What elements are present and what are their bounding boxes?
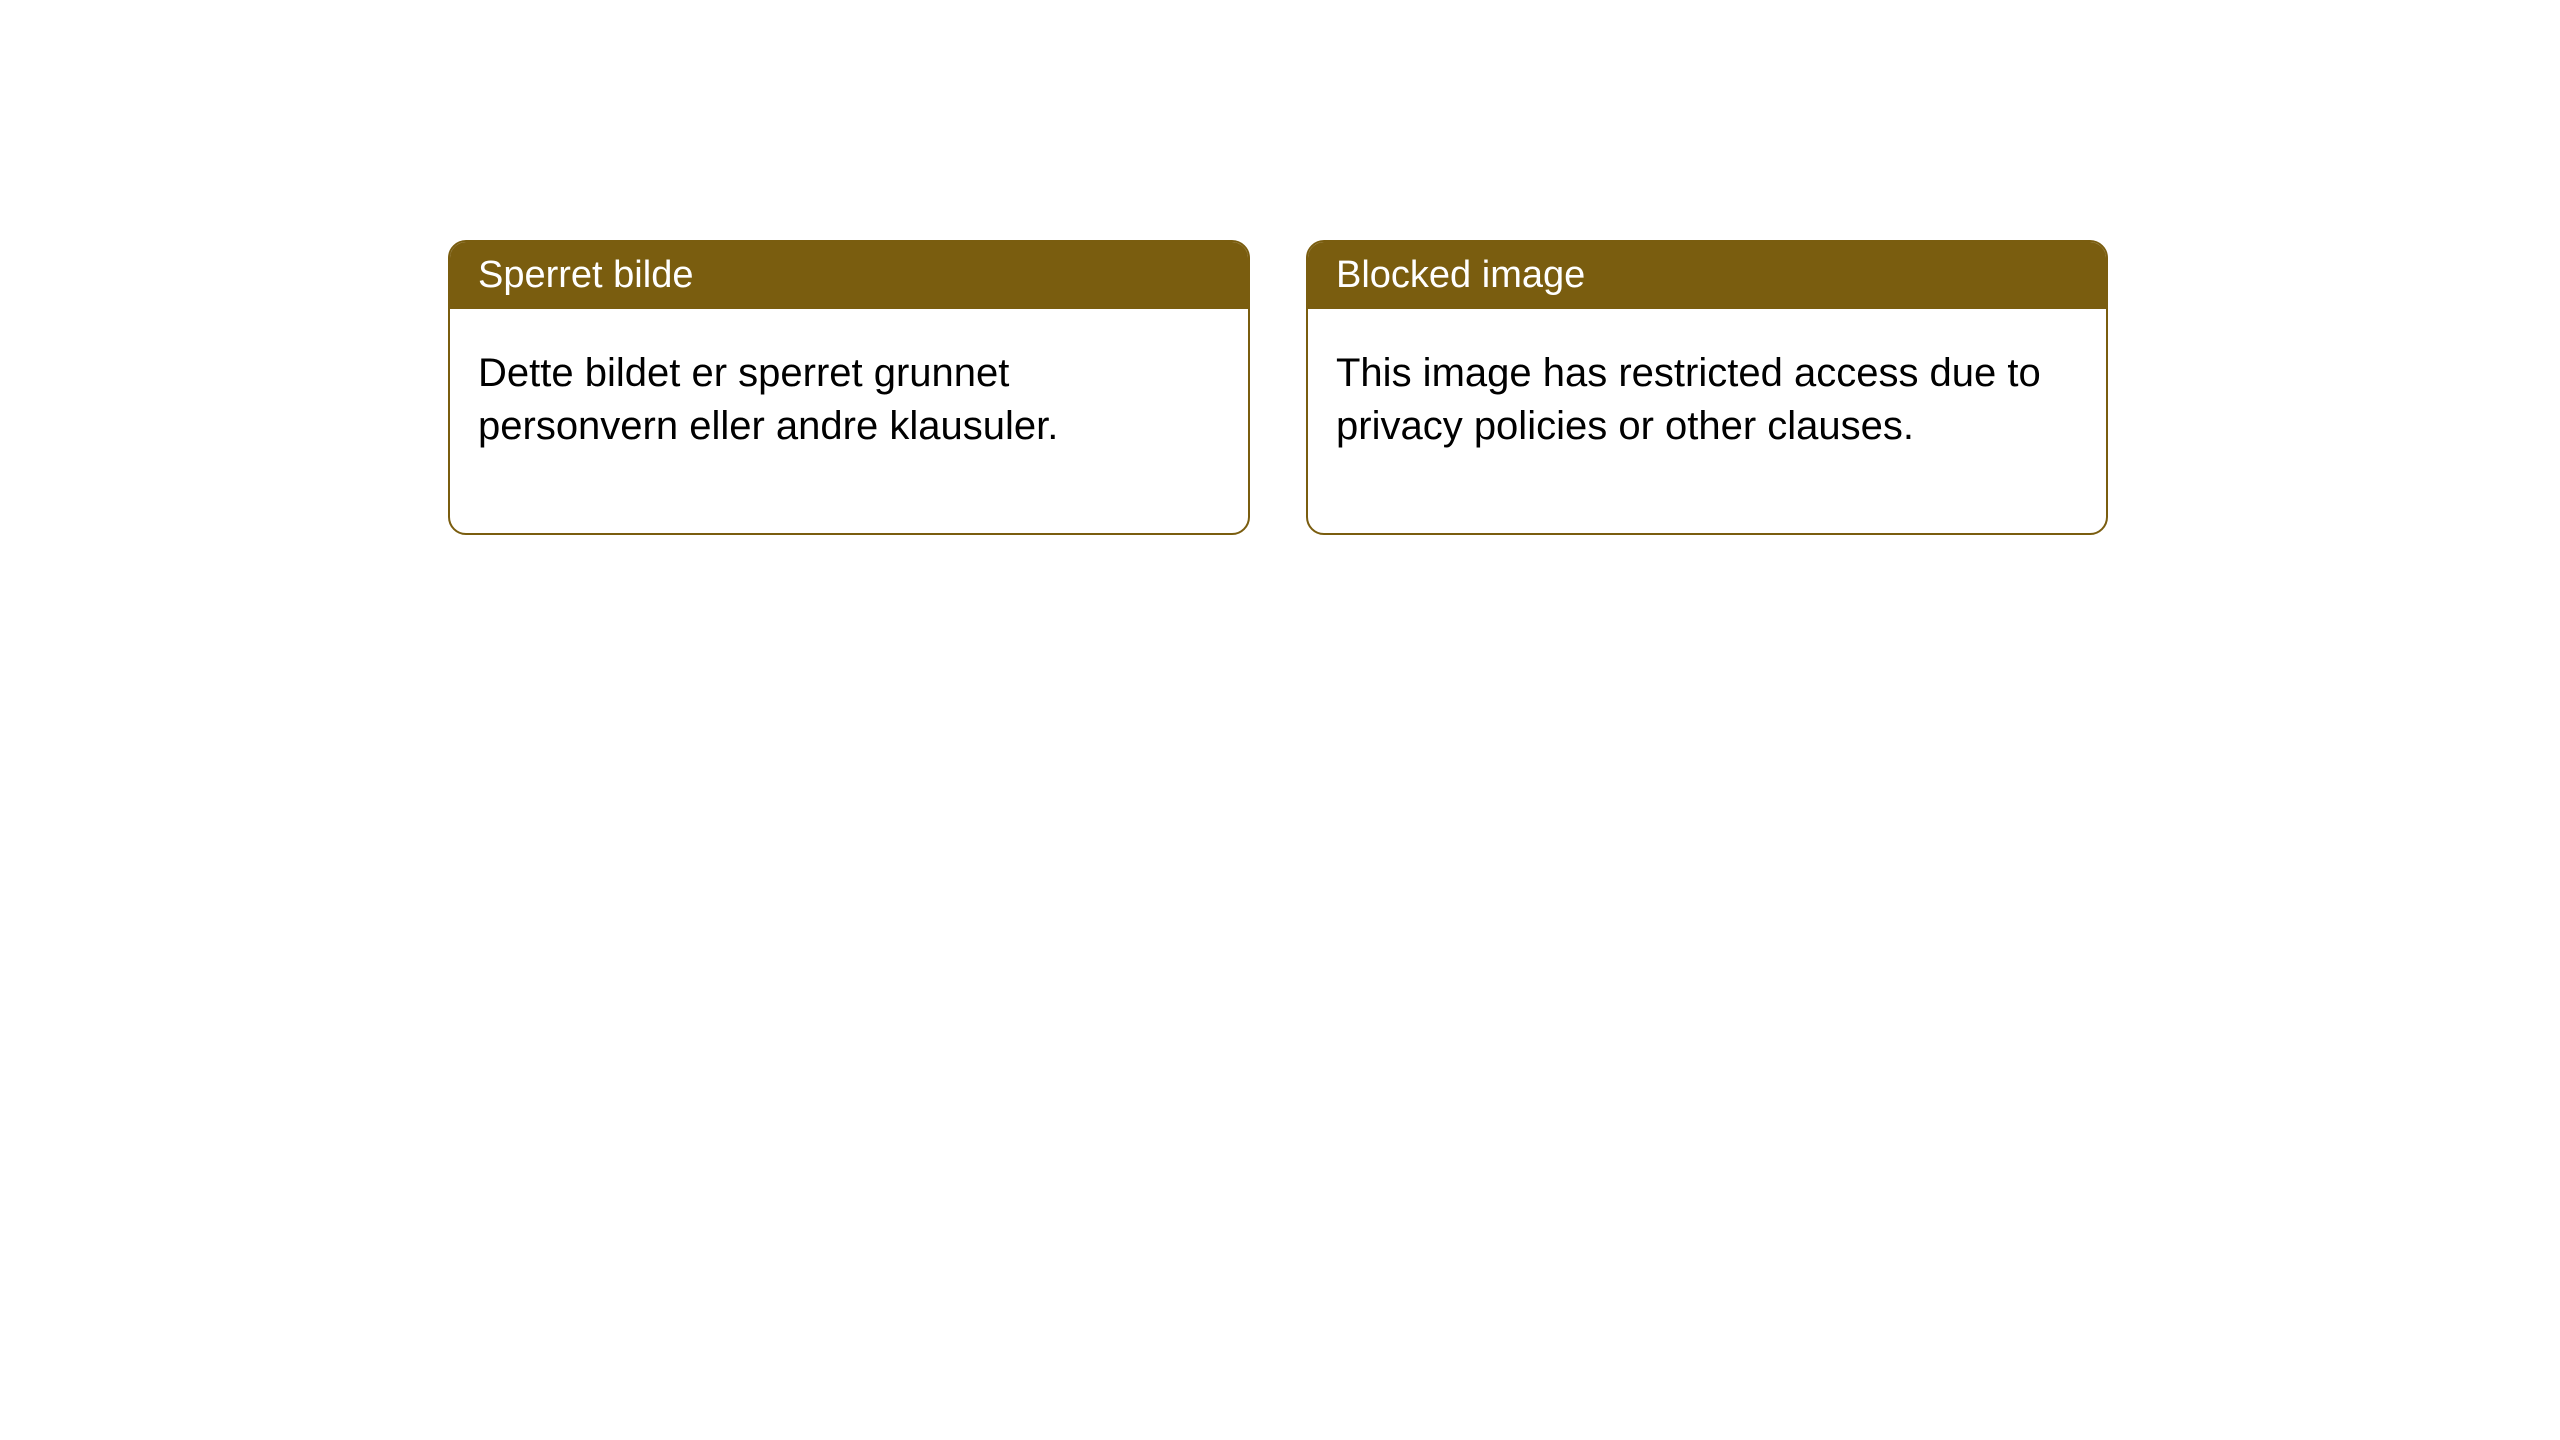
card-header: Sperret bilde	[450, 242, 1248, 309]
card-body: This image has restricted access due to …	[1308, 309, 2106, 533]
card-body: Dette bildet er sperret grunnet personve…	[450, 309, 1248, 533]
blocked-image-card-no: Sperret bilde Dette bildet er sperret gr…	[448, 240, 1250, 535]
card-body-text: Dette bildet er sperret grunnet personve…	[478, 351, 1058, 448]
card-title: Blocked image	[1336, 254, 1585, 296]
card-title: Sperret bilde	[478, 254, 693, 296]
blocked-image-card-en: Blocked image This image has restricted …	[1306, 240, 2108, 535]
notice-cards-container: Sperret bilde Dette bildet er sperret gr…	[448, 240, 2108, 535]
card-header: Blocked image	[1308, 242, 2106, 309]
card-body-text: This image has restricted access due to …	[1336, 351, 2041, 448]
